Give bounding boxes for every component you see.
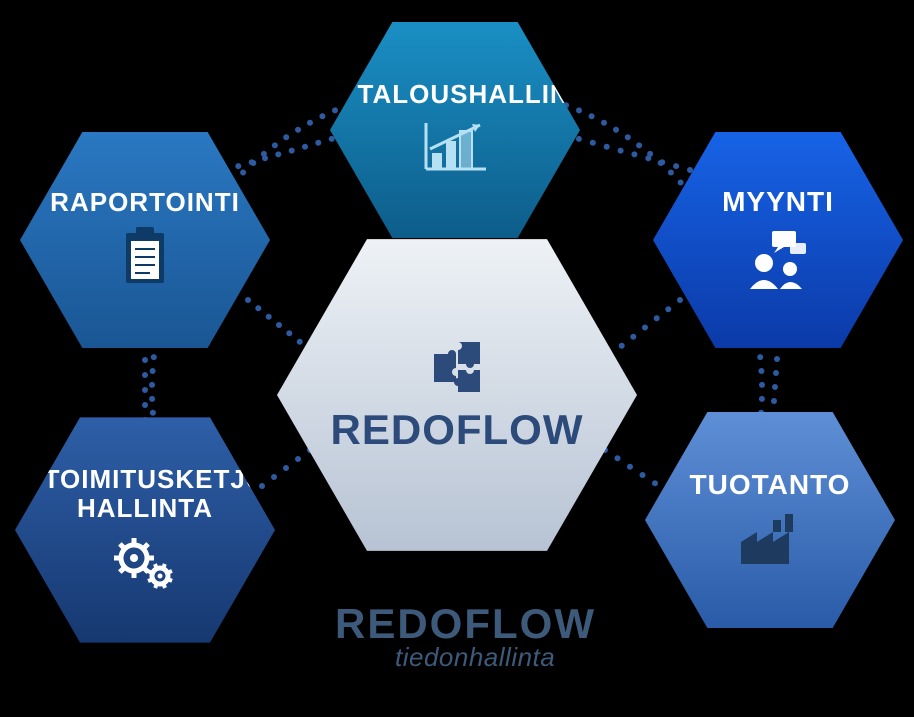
center-label: REDOFLOW: [331, 406, 584, 454]
node-label: RAPORTOINTI: [50, 188, 240, 218]
node-taloushallinto: TALOUSHALLINTO: [330, 22, 580, 239]
factory-icon: [735, 512, 805, 571]
node-raportointi: RAPORTOINTI: [20, 132, 270, 349]
node-label: TUOTANTO: [690, 469, 851, 501]
footer-logo: REDOFLOW tiedonhallinta: [335, 600, 596, 673]
gears-icon: [110, 534, 180, 595]
node-myynti: MYYNTI: [653, 132, 903, 349]
node-toimitusketju: TOIMITUSKETJUN HALLINTA: [15, 417, 275, 642]
chart-icon: [420, 119, 490, 180]
diagram-stage: REDOFLOW TALOUSHALLINTO MYYNTI TUOTANTO: [0, 0, 914, 717]
node-label: MYYNTI: [722, 186, 834, 218]
footer-title: REDOFLOW: [335, 600, 596, 648]
node-label: TALOUSHALLINTO: [358, 80, 553, 110]
clipboard-icon: [120, 227, 170, 292]
center-node-redoflow: REDOFLOW: [277, 239, 637, 551]
people-chat-icon: [746, 229, 810, 294]
node-label: TOIMITUSKETJUN HALLINTA: [44, 465, 247, 525]
node-tuotanto: TUOTANTO: [645, 412, 895, 629]
puzzle-icon: [422, 336, 492, 396]
